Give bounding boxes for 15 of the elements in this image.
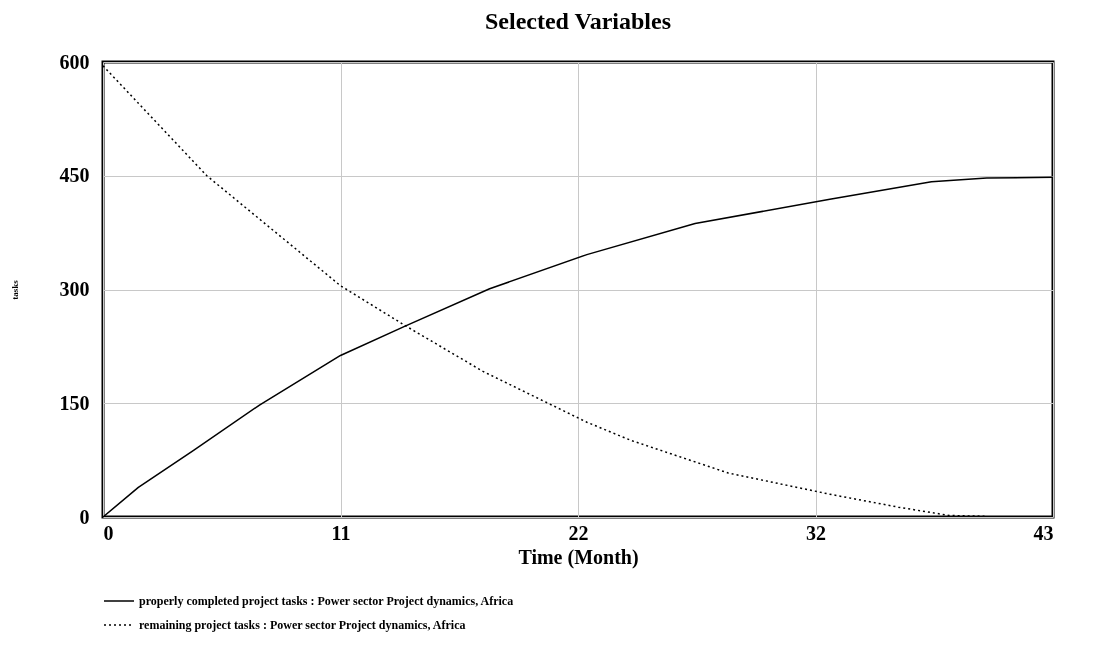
- x-tick-label: 32: [806, 521, 826, 544]
- x-tick-label: 22: [568, 521, 589, 544]
- x-axis-title: Time (Month): [518, 545, 639, 569]
- x-tick-label: 0: [103, 521, 114, 544]
- y-tick-label: 300: [59, 278, 90, 300]
- legend-label: remaining project tasks : Power sector Project dynamics, Africa: [139, 618, 466, 632]
- chart-title: Selected Variables: [485, 8, 671, 34]
- x-tick-label: 43: [1033, 521, 1054, 544]
- y-tick-label: 150: [59, 391, 90, 414]
- y-tick-label: 0: [79, 505, 90, 528]
- y-tick-label: 600: [59, 50, 90, 73]
- y-axis-title: tasks: [9, 279, 20, 300]
- x-tick-label: 11: [331, 521, 351, 544]
- y-tick-label: 450: [59, 164, 90, 187]
- legend-label: properly completed project tasks : Power sector Project dynamics, Africa: [139, 594, 514, 608]
